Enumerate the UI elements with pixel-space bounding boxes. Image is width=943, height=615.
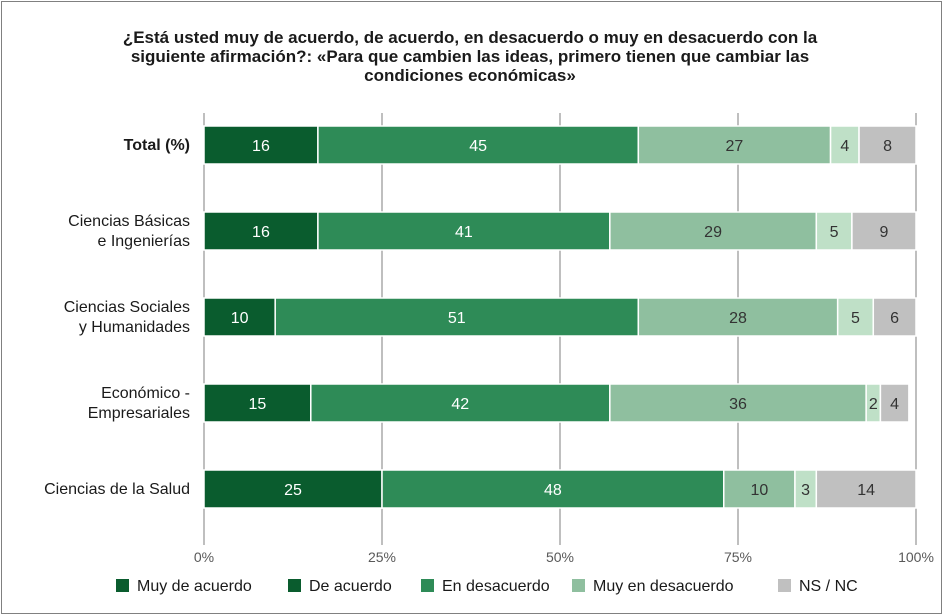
data-label: 9 [880, 224, 889, 241]
data-label: 10 [750, 482, 768, 499]
bar-segment [274, 297, 640, 337]
data-label: 28 [729, 310, 747, 327]
category-label: Ciencias Básicas [68, 213, 190, 230]
chart-title-line-1: ¿Está usted muy de acuerdo, de acuerdo, … [122, 28, 818, 47]
data-label: 25 [284, 482, 302, 499]
chart-title-line-2: siguiente afirmación?: «Para que cambien… [130, 47, 810, 66]
legend-label: Muy de acuerdo [137, 578, 252, 595]
data-label: 42 [451, 396, 469, 413]
data-label: 16 [252, 138, 270, 155]
bar-segment [203, 383, 312, 423]
data-label: 41 [455, 224, 473, 241]
bar-segment [381, 469, 725, 509]
legend-swatch [288, 579, 301, 592]
bar-segment [609, 211, 818, 251]
legend-label: Muy en desacuerdo [593, 578, 734, 595]
bar-segment [858, 125, 917, 165]
x-tick-label: 100% [898, 549, 934, 565]
bar-segment [203, 125, 319, 165]
category-label: Ciencias Sociales [64, 299, 190, 316]
data-label: 2 [869, 396, 878, 413]
category-label: Económico - [101, 385, 190, 402]
x-tick-label: 0% [194, 549, 214, 565]
bar-segment [637, 297, 839, 337]
data-label: 3 [801, 482, 810, 499]
legend-swatch [572, 579, 585, 592]
data-label: 27 [726, 138, 744, 155]
legend-swatch [421, 579, 434, 592]
bar-segment [872, 297, 917, 337]
data-label: 14 [857, 482, 875, 499]
bar-segment [317, 211, 611, 251]
bar-segment [815, 211, 853, 251]
x-tick-label: 50% [546, 549, 574, 565]
bar-segment [851, 211, 917, 251]
bar-segment [609, 383, 867, 423]
data-label: 29 [704, 224, 722, 241]
legend-label: NS / NC [799, 578, 858, 595]
x-tick-label: 75% [724, 549, 752, 565]
data-label: 15 [249, 396, 267, 413]
legend-label: De acuerdo [309, 578, 392, 595]
legend-swatch [116, 579, 129, 592]
data-label: 16 [252, 224, 270, 241]
chart-title-line-3: condiciones económicas» [364, 66, 576, 85]
category-label: Total (%) [124, 137, 190, 154]
category-label: Empresariales [88, 405, 190, 422]
bar-segment [879, 383, 910, 423]
data-label: 8 [883, 138, 892, 155]
data-label: 4 [840, 138, 849, 155]
category-label: e Ingenierías [97, 233, 190, 250]
bar-segment [203, 211, 319, 251]
data-label: 10 [231, 310, 249, 327]
bar-segment [836, 297, 875, 337]
chart-title: ¿Está usted muy de acuerdo, de acuerdo, … [20, 28, 920, 85]
data-label: 5 [851, 310, 860, 327]
bar-segment [317, 125, 640, 165]
bar-segment [637, 125, 832, 165]
data-label: 6 [890, 310, 899, 327]
data-label: 4 [890, 396, 899, 413]
data-label: 5 [830, 224, 839, 241]
data-label: 48 [544, 482, 562, 499]
data-label: 36 [729, 396, 747, 413]
bar-segment [310, 383, 611, 423]
legend-swatch [778, 579, 791, 592]
legend-label: En desacuerdo [442, 578, 550, 595]
bar-segment [815, 469, 917, 509]
bar-segment [829, 125, 860, 165]
category-label: Ciencias de la Salud [44, 481, 190, 498]
data-label: 45 [469, 138, 487, 155]
data-label: 51 [448, 310, 466, 327]
category-label: y Humanidades [79, 319, 190, 336]
x-tick-label: 25% [368, 549, 396, 565]
